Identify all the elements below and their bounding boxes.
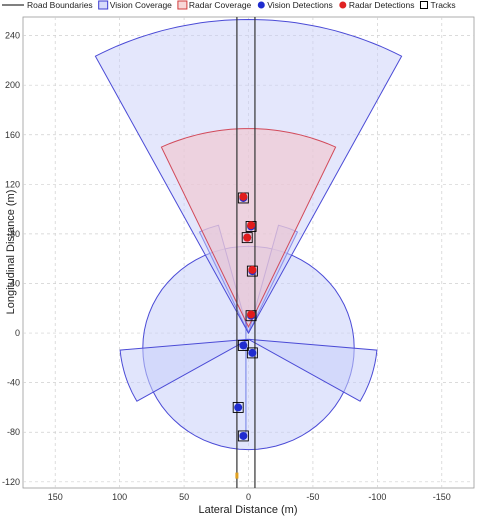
- track-square: [246, 347, 258, 359]
- radar-detection-point: [239, 192, 248, 201]
- legend-label: Vision Coverage: [110, 0, 172, 10]
- x-tick-label: -50: [306, 492, 319, 502]
- y-tick-label: 120: [5, 179, 20, 189]
- track-square: [237, 340, 249, 351]
- legend-label: Road Boundaries: [27, 0, 93, 10]
- x-axis-label: Lateral Distance (m): [198, 504, 297, 516]
- track-square: [232, 401, 244, 413]
- track-square: [237, 430, 249, 442]
- legend-dot-swatch: [339, 1, 347, 9]
- x-tick-label: -150: [433, 492, 451, 502]
- legend-item: Tracks: [419, 0, 456, 10]
- legend-square-swatch: [419, 1, 428, 9]
- y-tick-label: 40: [10, 278, 20, 288]
- y-tick-label: 240: [5, 31, 20, 41]
- y-tick-label: 0: [15, 328, 20, 338]
- radar-detection-point: [247, 221, 256, 230]
- x-tick-label: 150: [48, 492, 63, 502]
- y-tick-label: 80: [10, 229, 20, 239]
- radar-detection-point: [243, 233, 252, 242]
- legend-label: Radar Detections: [349, 0, 415, 10]
- vision-detection-point: [239, 341, 248, 350]
- y-tick-labels: -120 -80 -40 0 40 80 120 160 200 240: [2, 31, 20, 487]
- vision-coverage-left-wedge: [248, 338, 378, 402]
- legend-item: Radar Detections: [339, 0, 414, 10]
- radar-detection-point: [248, 265, 257, 274]
- vision-detection-point: [239, 431, 248, 440]
- y-tick-label: -40: [7, 378, 20, 388]
- radar-detection-point: [247, 310, 256, 319]
- y-axis-label: Longitudinal Distance (m): [5, 190, 17, 315]
- y-tick-label: -80: [7, 427, 20, 437]
- coverage-areas: [94, 18, 403, 451]
- ego-vehicle-marker: [235, 472, 239, 479]
- legend-label: Tracks: [430, 0, 455, 10]
- legend-dot-swatch: [257, 1, 265, 9]
- legend-label: Vision Detections: [267, 0, 333, 10]
- x-tick-label: 50: [179, 492, 189, 502]
- legend: Road Boundaries Vision Coverage Radar Cove…: [2, 0, 456, 10]
- y-tick-label: 160: [5, 130, 20, 140]
- legend-item: Vision Coverage: [98, 0, 172, 10]
- vision-detection-point: [234, 403, 243, 412]
- legend-label: Radar Coverage: [189, 0, 252, 10]
- legend-item: Vision Detections: [257, 0, 333, 10]
- y-tick-label: 200: [5, 80, 20, 90]
- legend-item: Radar Coverage: [177, 0, 252, 10]
- y-tick-label: -120: [2, 477, 20, 487]
- vision-coverage-right-wedge: [119, 338, 249, 402]
- x-tick-label: -100: [368, 492, 386, 502]
- legend-item: Road Boundaries: [2, 0, 93, 10]
- x-tick-label: 0: [246, 492, 251, 502]
- legend-patch-swatch: [98, 0, 109, 10]
- track-square: [241, 232, 253, 244]
- x-tick-label: 100: [112, 492, 127, 502]
- x-tick-labels: 150 100 50 0 -50 -100 -150: [48, 492, 451, 502]
- vision-detection-point: [248, 348, 257, 357]
- legend-patch-swatch: [177, 0, 188, 10]
- detections: [232, 192, 258, 442]
